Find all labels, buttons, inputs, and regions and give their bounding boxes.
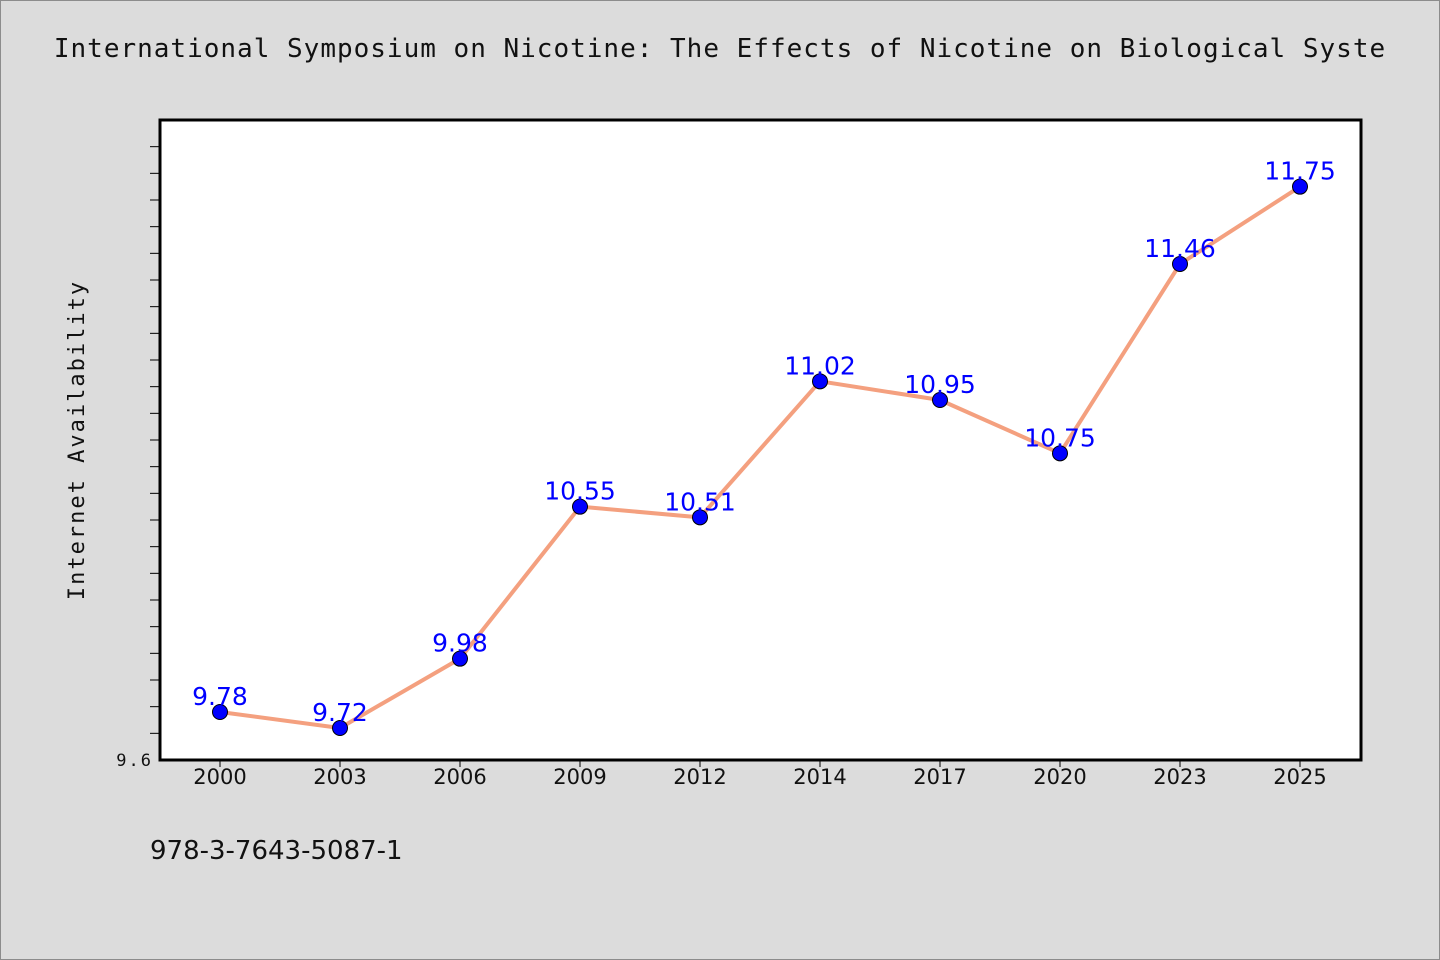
x-tick-label: 2023 bbox=[1153, 765, 1206, 789]
x-tick-label: 2003 bbox=[313, 765, 366, 789]
data-point bbox=[1172, 256, 1188, 272]
data-label: 9.98 bbox=[432, 629, 488, 658]
data-label: 11.46 bbox=[1144, 234, 1216, 263]
isbn-label: 978-3-7643-5087-1 bbox=[150, 836, 403, 866]
data-label: 9.72 bbox=[312, 698, 368, 727]
data-point bbox=[212, 704, 228, 720]
x-tick-label: 2012 bbox=[673, 765, 726, 789]
data-point bbox=[1052, 445, 1068, 462]
data-label: 10.95 bbox=[904, 370, 976, 399]
x-tick-label: 2020 bbox=[1033, 765, 1086, 789]
x-tick-label: 2000 bbox=[193, 765, 246, 789]
data-label: 10.75 bbox=[1024, 423, 1096, 452]
data-point bbox=[1292, 178, 1308, 195]
data-label: 9.78 bbox=[192, 682, 248, 711]
data-point bbox=[572, 498, 588, 515]
data-label: 10.51 bbox=[664, 487, 736, 516]
data-point bbox=[452, 650, 468, 667]
x-tick-label: 2009 bbox=[553, 765, 606, 789]
series-line bbox=[218, 184, 1302, 730]
data-point bbox=[692, 509, 708, 526]
x-tick-label: 2006 bbox=[433, 765, 486, 789]
data-point bbox=[812, 373, 828, 390]
y-tick-label: 9.6 bbox=[116, 751, 153, 771]
data-label: 10.55 bbox=[544, 477, 616, 506]
data-point bbox=[932, 392, 948, 408]
x-tick-label: 2025 bbox=[1273, 765, 1326, 789]
x-tick-label: 2014 bbox=[793, 765, 846, 789]
data-point bbox=[332, 720, 348, 736]
plot-area bbox=[158, 118, 1363, 762]
y-axis-label: Internet Availability bbox=[65, 280, 90, 600]
chart-title: International Symposium on Nicotine: The… bbox=[53, 34, 1387, 64]
data-label: 11.02 bbox=[784, 351, 856, 380]
x-tick-label: 2017 bbox=[913, 765, 966, 789]
data-label: 11.75 bbox=[1264, 157, 1336, 186]
